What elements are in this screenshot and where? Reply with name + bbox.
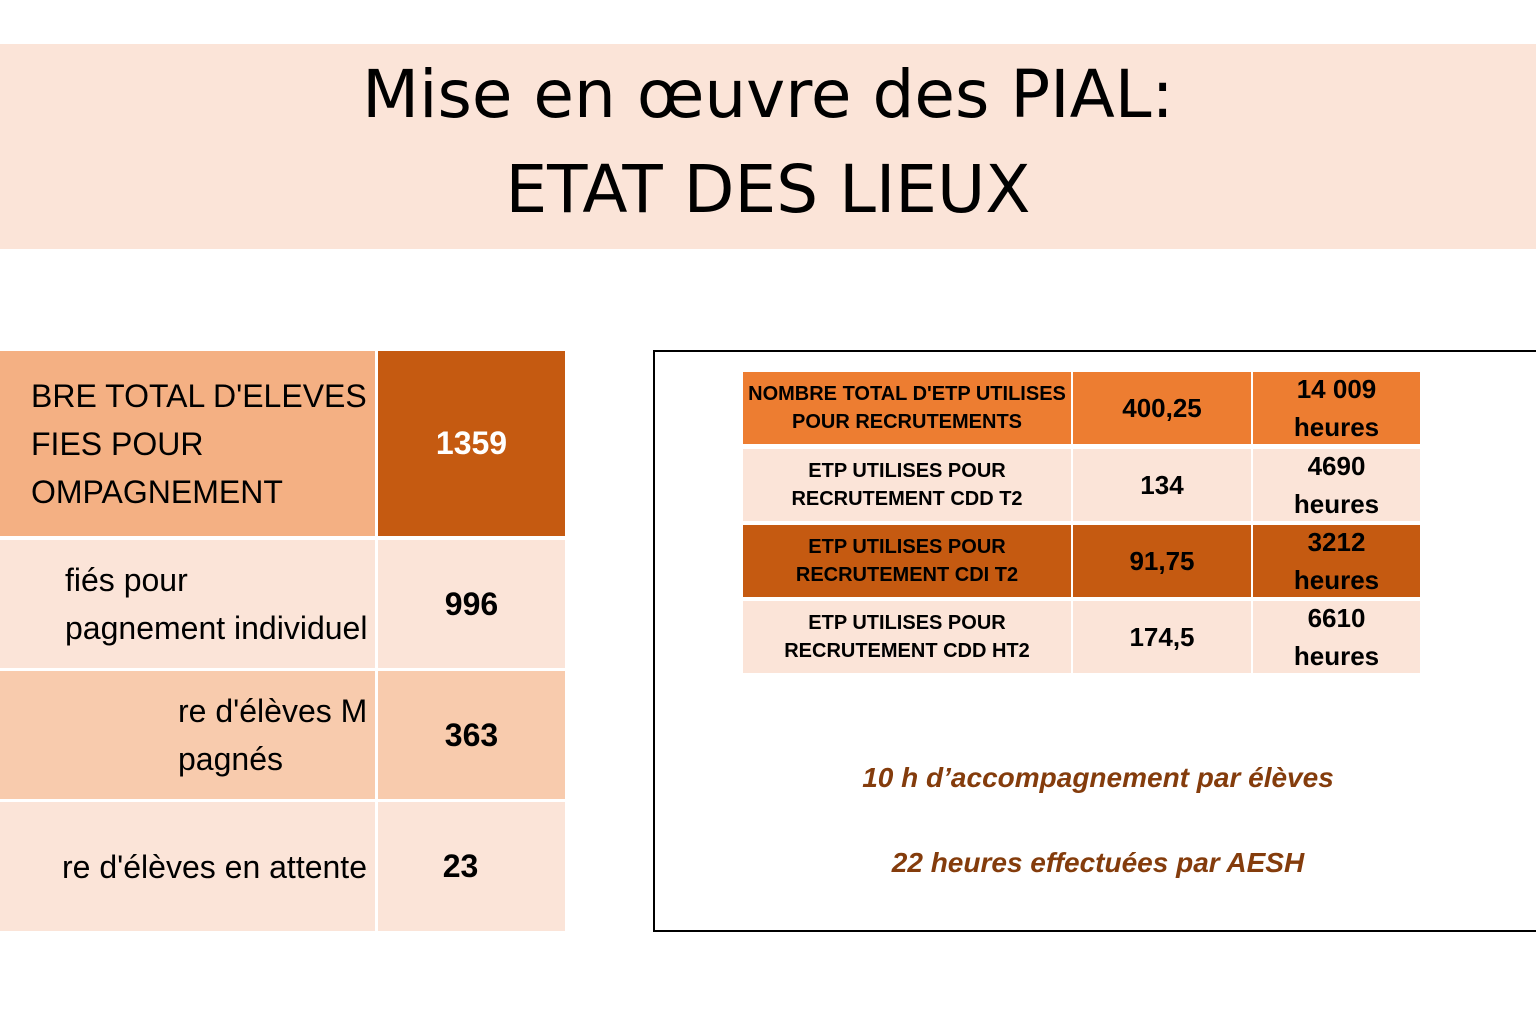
table-row: fiés pour pagnement individuel 996	[0, 540, 565, 668]
slide-title-line2: ETAT DES LIEUX	[505, 151, 1031, 228]
slide-title-line1: Mise en œuvre des PIAL:	[362, 56, 1174, 133]
etp-label: ETP UTILISES POUR RECRUTEMENT CDI T2	[743, 525, 1071, 597]
row-label: fiés pour pagnement individuel	[65, 562, 368, 646]
hours-value: 14 009 heures	[1253, 372, 1420, 444]
row-label-cell: BRE TOTAL D'ELEVES FIES POUR OMPAGNEMENT	[0, 351, 375, 536]
etp-value: 174,5	[1073, 601, 1251, 673]
row-label-cell: re d'élèves en attente	[0, 802, 375, 931]
hours-value: 4690 heures	[1253, 449, 1420, 521]
etp-value: 134	[1073, 449, 1251, 521]
table-row: re d'élèves en attente 23	[0, 802, 565, 931]
row-label-cell: re d'élèves M pagnés	[0, 671, 375, 799]
etp-label: ETP UTILISES POUR RECRUTEMENT CDD HT2	[743, 601, 1071, 673]
row-label: re d'élèves M pagnés	[178, 693, 368, 777]
row-label-cell: fiés pour pagnement individuel	[0, 540, 375, 668]
hours-value: 3212 heures	[1253, 525, 1420, 597]
row-value: 1359	[378, 351, 565, 536]
etp-label: NOMBRE TOTAL D'ETP UTILISES POUR RECRUTE…	[743, 372, 1071, 444]
row-value: 363	[378, 671, 565, 799]
row-value: 23	[378, 802, 565, 931]
etp-panel: NOMBRE TOTAL D'ETP UTILISES POUR RECRUTE…	[653, 350, 1536, 932]
table-row: BRE TOTAL D'ELEVES FIES POUR OMPAGNEMENT…	[0, 351, 565, 536]
students-table: BRE TOTAL D'ELEVES FIES POUR OMPAGNEMENT…	[0, 351, 565, 931]
etp-label: ETP UTILISES POUR RECRUTEMENT CDD T2	[743, 449, 1071, 521]
etp-value: 400,25	[1073, 372, 1251, 444]
note-hours-per-aesh: 22 heures effectuées par AESH	[891, 847, 1305, 878]
row-label: re d'élèves en attente	[62, 848, 367, 885]
row-value: 996	[378, 540, 565, 668]
row-label: BRE TOTAL D'ELEVES FIES POUR OMPAGNEMENT	[31, 377, 367, 510]
hours-value: 6610 heures	[1253, 601, 1420, 673]
table-row: re d'élèves M pagnés 363	[0, 671, 565, 799]
etp-value: 91,75	[1073, 525, 1251, 597]
title-band	[0, 44, 1536, 249]
note-hours-per-student: 10 h d’accompagnement par élèves	[862, 762, 1334, 793]
